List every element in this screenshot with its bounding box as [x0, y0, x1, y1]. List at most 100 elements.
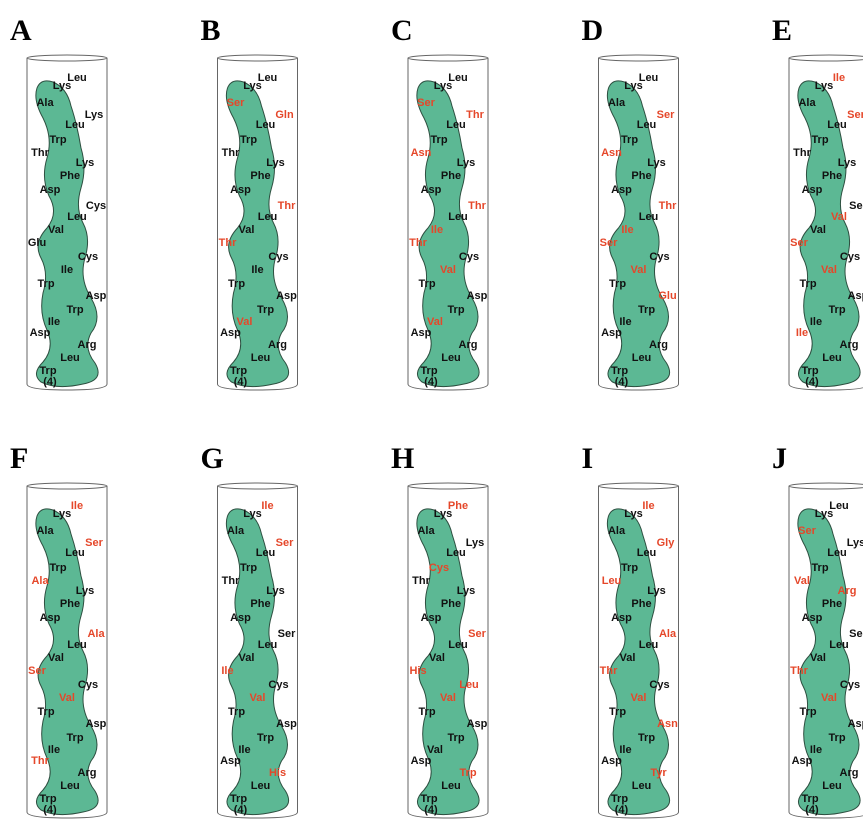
- count-label: (4): [43, 804, 57, 816]
- panel: EIleLysAlaSerLeuTrpThrLysPheAspSerValVal…: [772, 14, 863, 390]
- residue-label: Thr: [600, 665, 618, 677]
- residue-label: Ile: [261, 500, 273, 512]
- residue-label: Trp: [609, 706, 626, 718]
- residue-label: Asp: [848, 718, 863, 730]
- residue-label: Leu: [67, 211, 87, 223]
- count-label: (4): [805, 376, 819, 388]
- residue-label: Thr: [793, 147, 811, 159]
- residue-label: Val: [794, 575, 810, 587]
- residue-label: Leu: [60, 780, 80, 792]
- residue-label: Leu: [602, 575, 622, 587]
- residue-label: Asp: [802, 612, 823, 624]
- residue-label: Trp: [811, 562, 828, 574]
- residue-label: Val: [831, 211, 847, 223]
- cylinder-top: [599, 483, 679, 489]
- residue-label: Val: [810, 224, 826, 236]
- panel: IIleLysAlaGlyLeuTrpLeuLysPheAspAlaLeuVal…: [582, 442, 679, 818]
- panel: FIleLysAlaSerLeuTrpAlaLysPheAspAlaLeuVal…: [10, 442, 107, 818]
- residue-label: Ser: [849, 200, 863, 212]
- panel-letter: B: [201, 14, 221, 47]
- residue-label: Ala: [36, 97, 54, 109]
- residue-label: Trp: [828, 732, 845, 744]
- residue-label: Asp: [792, 755, 813, 767]
- residue-label: Cys: [459, 251, 479, 263]
- panel: BLeuLysSerGlnLeuTrpThrLysPheAspThrLeuVal…: [201, 14, 298, 390]
- residue-label: Phe: [631, 598, 651, 610]
- residue-label: Thr: [222, 575, 240, 587]
- residue-label: Phe: [250, 598, 270, 610]
- residue-label: Asp: [86, 290, 107, 302]
- residue-label: Val: [821, 692, 837, 704]
- cylinder-top: [599, 55, 679, 61]
- residue-label: Trp: [257, 732, 274, 744]
- residue-label: Cys: [649, 251, 669, 263]
- residue-label: Val: [620, 652, 636, 664]
- residue-label: Leu: [60, 352, 80, 364]
- residue-label: Arg: [459, 339, 478, 351]
- residue-label: Gly: [657, 537, 676, 549]
- residue-label: Ile: [642, 500, 654, 512]
- residue-label: Ser: [657, 109, 675, 121]
- residue-label: Trp: [638, 732, 655, 744]
- residue-label: Asp: [421, 184, 442, 196]
- residue-label: Arg: [840, 767, 859, 779]
- residue-label: Leu: [822, 352, 842, 364]
- residue-label: Leu: [251, 780, 271, 792]
- residue-label: Trp: [240, 562, 257, 574]
- residue-label: Asp: [230, 612, 251, 624]
- residue-label: Trp: [66, 304, 83, 316]
- panel-letter: G: [201, 442, 224, 475]
- residue-label: Ile: [810, 316, 822, 328]
- residue-label: Trp: [430, 134, 447, 146]
- residue-label: Thr: [659, 200, 677, 212]
- cylinder-top: [218, 483, 298, 489]
- residue-label: Trp: [37, 278, 54, 290]
- residue-label: Lys: [434, 80, 453, 92]
- residue-label: Ala: [31, 575, 49, 587]
- count-label: (4): [424, 804, 438, 816]
- residue-label: Asn: [657, 718, 678, 730]
- residue-label: Trp: [609, 278, 626, 290]
- residue-label: Trp: [638, 304, 655, 316]
- residue-label: Thr: [412, 575, 430, 587]
- residue-label: Asp: [411, 755, 432, 767]
- residue-label: Ile: [48, 744, 60, 756]
- residue-label: Val: [429, 652, 445, 664]
- residue-label: Lys: [457, 585, 476, 597]
- residue-label: Trp: [459, 767, 476, 779]
- residue-label: Ser: [28, 665, 46, 677]
- residue-label: Lys: [434, 508, 453, 520]
- residue-label: Val: [48, 224, 64, 236]
- residue-label: Cys: [429, 562, 449, 574]
- residue-label: Leu: [639, 211, 659, 223]
- residue-label: Leu: [251, 352, 271, 364]
- figure: ALeuLysAlaLysLeuTrpThrLysPheAspCysLeuVal…: [0, 0, 863, 820]
- cylinder-top: [218, 55, 298, 61]
- residue-label: Asp: [467, 290, 488, 302]
- residue-label: Trp: [37, 706, 54, 718]
- residue-label: Cys: [86, 200, 106, 212]
- residue-label: Leu: [459, 679, 479, 691]
- residue-label: Leu: [632, 780, 652, 792]
- residue-label: Trp: [447, 304, 464, 316]
- residue-label: Phe: [60, 170, 80, 182]
- residue-label: Leu: [446, 119, 466, 131]
- residue-label: Arg: [78, 767, 97, 779]
- panel-letter: E: [772, 14, 792, 47]
- residue-label: Ala: [417, 525, 435, 537]
- residue-label: Arg: [840, 339, 859, 351]
- residue-label: Val: [631, 692, 647, 704]
- residue-label: Ser: [600, 237, 618, 249]
- residue-label: Ile: [251, 264, 263, 276]
- residue-label: Leu: [67, 639, 87, 651]
- residue-label: Leu: [65, 547, 85, 559]
- residue-label: Asn: [601, 147, 622, 159]
- residue-label: Trp: [49, 562, 66, 574]
- panel: JLeuLysSerLysLeuTrpValArgPheAspSerLeuVal…: [772, 442, 863, 818]
- residue-label: Lys: [624, 508, 643, 520]
- residue-label: Ala: [87, 628, 105, 640]
- residue-label: Lys: [847, 537, 863, 549]
- residue-label: Asp: [611, 612, 632, 624]
- count-label: (4): [234, 804, 248, 816]
- residue-label: Lys: [457, 157, 476, 169]
